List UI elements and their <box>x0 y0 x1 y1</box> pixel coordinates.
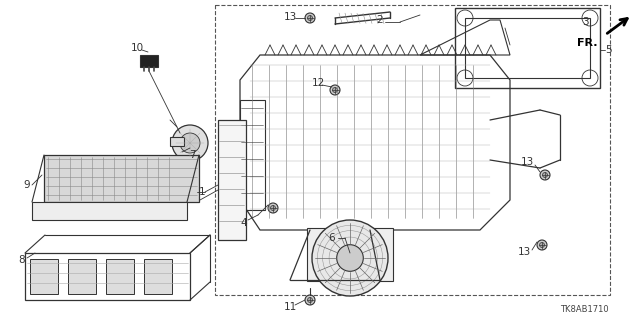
Text: 1: 1 <box>198 187 205 197</box>
Text: 11: 11 <box>284 302 296 312</box>
Bar <box>32 202 187 220</box>
Circle shape <box>271 205 275 211</box>
Text: 3: 3 <box>582 17 588 27</box>
Bar <box>170 137 184 146</box>
Bar <box>218 120 246 240</box>
Text: 13: 13 <box>517 247 531 257</box>
Text: 10: 10 <box>131 43 143 53</box>
Bar <box>144 259 172 294</box>
Bar <box>455 8 600 88</box>
Text: 12: 12 <box>312 78 324 88</box>
Circle shape <box>333 87 337 93</box>
Text: 2: 2 <box>377 15 383 25</box>
Bar <box>465 18 590 78</box>
Text: TK8AB1710: TK8AB1710 <box>560 306 609 315</box>
Circle shape <box>307 16 312 20</box>
Text: 13: 13 <box>284 12 296 22</box>
Circle shape <box>337 245 364 271</box>
Bar <box>25 253 190 300</box>
Text: 7: 7 <box>189 150 195 160</box>
Text: 8: 8 <box>19 255 26 265</box>
Text: 6: 6 <box>329 233 335 243</box>
Circle shape <box>172 125 208 161</box>
Bar <box>44 155 199 202</box>
Bar <box>30 259 58 294</box>
Text: 9: 9 <box>24 180 30 190</box>
Text: 13: 13 <box>520 157 534 167</box>
Circle shape <box>540 170 550 180</box>
Circle shape <box>330 85 340 95</box>
Bar <box>140 55 158 67</box>
Circle shape <box>537 240 547 250</box>
Circle shape <box>268 203 278 213</box>
Bar <box>307 228 393 281</box>
Circle shape <box>180 133 200 153</box>
Circle shape <box>312 220 388 296</box>
Circle shape <box>543 173 547 177</box>
Circle shape <box>540 242 545 248</box>
Circle shape <box>305 295 315 305</box>
Bar <box>68 259 96 294</box>
Text: FR.: FR. <box>577 38 598 48</box>
Circle shape <box>305 13 315 23</box>
Bar <box>240 100 265 210</box>
Bar <box>106 259 134 294</box>
Text: 4: 4 <box>241 218 247 228</box>
Bar <box>215 5 610 295</box>
Text: 5: 5 <box>605 45 611 55</box>
Circle shape <box>307 298 312 302</box>
